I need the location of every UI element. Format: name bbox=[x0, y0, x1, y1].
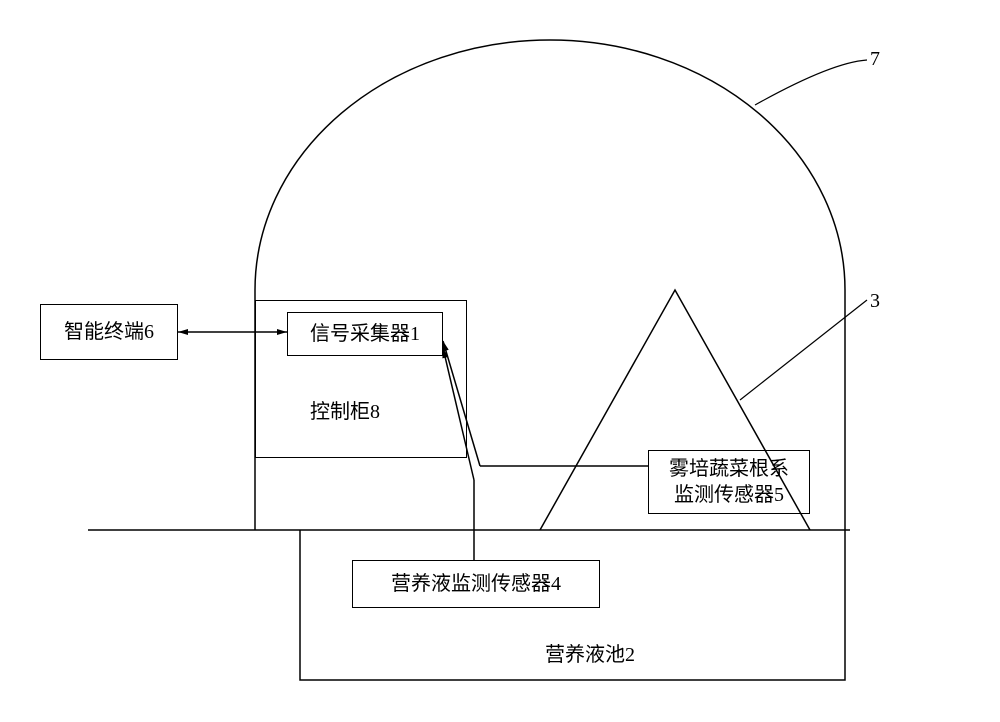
callout-3: 3 bbox=[870, 290, 880, 313]
callout-7: 7 bbox=[870, 48, 880, 71]
signal-collector-label: 信号采集器1 bbox=[310, 321, 420, 347]
control-cabinet-label: 控制柜8 bbox=[310, 395, 380, 424]
nutrient-sensor-label: 营养液监测传感器4 bbox=[391, 571, 561, 597]
diagram-stage: 智能终端6 控制柜8 信号采集器1 雾培蔬菜根系 监测传感器5 营养液池2 营养… bbox=[0, 0, 1000, 722]
root-sensor-box: 雾培蔬菜根系 监测传感器5 bbox=[648, 450, 810, 514]
nutrient-pool-label: 营养液池2 bbox=[545, 638, 635, 667]
smart-terminal-box: 智能终端6 bbox=[40, 304, 178, 360]
nutrient-sensor-box: 营养液监测传感器4 bbox=[352, 560, 600, 608]
signal-collector-box: 信号采集器1 bbox=[287, 312, 443, 356]
root-sensor-label: 雾培蔬菜根系 监测传感器5 bbox=[669, 456, 789, 508]
smart-terminal-label: 智能终端6 bbox=[64, 319, 154, 345]
diagram-lines bbox=[0, 0, 1000, 722]
